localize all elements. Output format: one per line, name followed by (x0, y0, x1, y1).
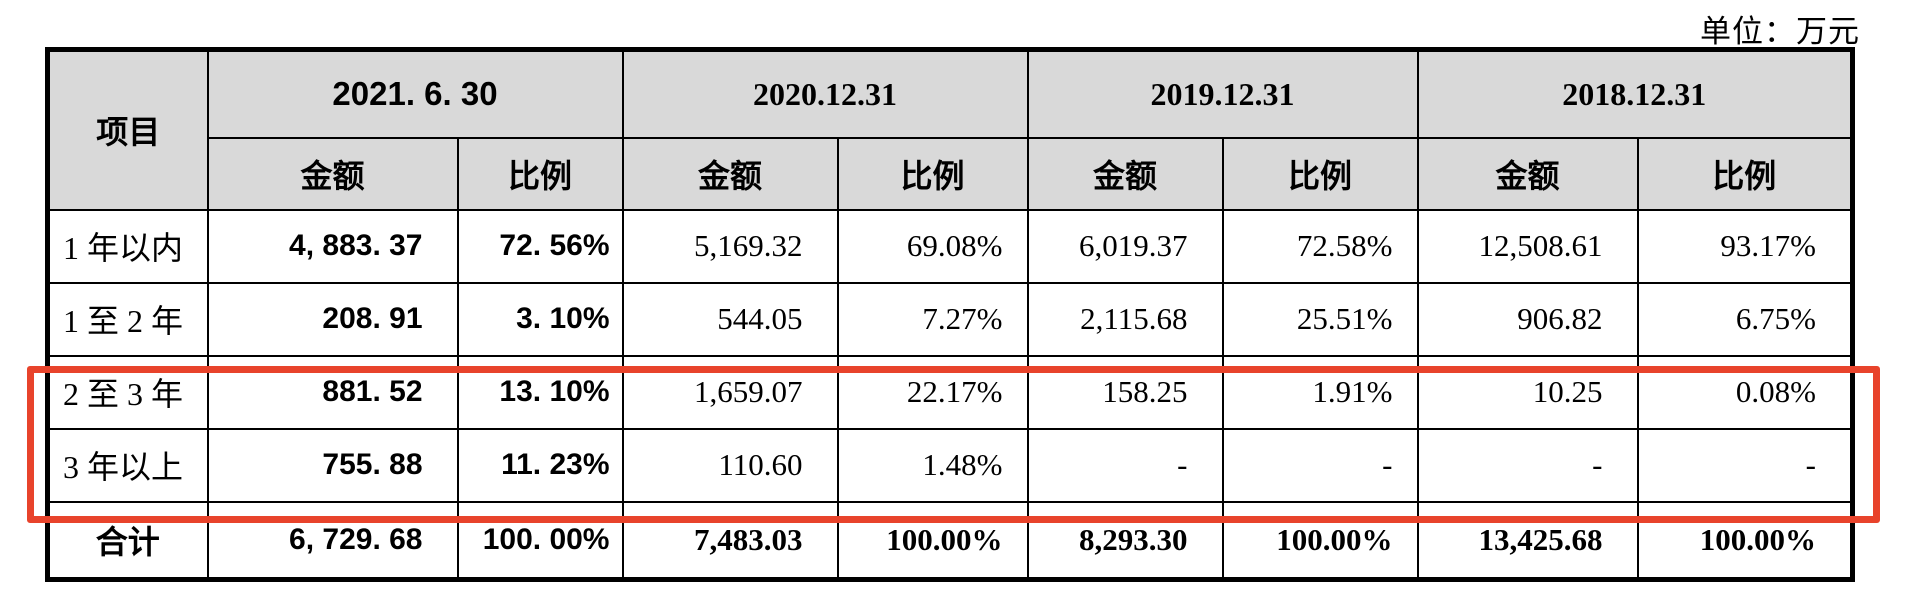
amount-cell: - (1026, 427, 1224, 503)
ratio-cell: - (1636, 427, 1854, 503)
ratio-cell: 93.17% (1636, 208, 1854, 284)
ratio-cell: 13. 10% (456, 354, 624, 430)
ratio-cell: 72. 56% (456, 208, 624, 284)
amount-cell: 208. 91 (206, 281, 459, 357)
amount-cell: 10.25 (1416, 354, 1639, 430)
period-header-row: 项目 2021. 6. 30 2020.12.31 2019.12.31 201… (46, 48, 1854, 211)
row-label-cell: 1 年以内 (46, 208, 209, 284)
ratio-cell: 0.08% (1636, 354, 1854, 430)
amount-header: 金额 (621, 136, 839, 211)
amount-cell: 7,483.03 (621, 500, 839, 581)
table-row: 1 年以内 4, 883. 37 72. 56% 5,169.32 69.08%… (46, 208, 1854, 284)
ratio-header: 比例 (1221, 136, 1419, 211)
ratio-cell: 3. 10% (456, 281, 624, 357)
amount-cell: 12,508.61 (1416, 208, 1639, 284)
amount-cell: 755. 88 (206, 427, 459, 503)
ratio-cell: 69.08% (836, 208, 1029, 284)
aging-analysis-table: 项目 2021. 6. 30 2020.12.31 2019.12.31 201… (45, 47, 1855, 582)
unit-label: 单位：万元 (1700, 14, 1860, 49)
ratio-cell: 1.91% (1221, 354, 1419, 430)
period-header-2020: 2020.12.31 (621, 48, 1029, 139)
period-header-2018: 2018.12.31 (1416, 48, 1854, 139)
ratio-cell: 6.75% (1636, 281, 1854, 357)
amount-cell: 13,425.68 (1416, 500, 1639, 581)
period-header-2021: 2021. 6. 30 (206, 48, 624, 139)
table-row: 1 至 2 年 208. 91 3. 10% 544.05 7.27% 2,11… (46, 281, 1854, 357)
ratio-cell: 25.51% (1221, 281, 1419, 357)
ratio-cell: 22.17% (836, 354, 1029, 430)
table-row-highlighted: 3 年以上 755. 88 11. 23% 110.60 1.48% - - -… (46, 427, 1854, 503)
total-row: 合计 6, 729. 68 100. 00% 7,483.03 100.00% … (46, 500, 1854, 581)
amount-cell: - (1416, 427, 1639, 503)
corner-header-cell: 项目 (46, 48, 209, 211)
amount-cell: 4, 883. 37 (206, 208, 459, 284)
ratio-cell: 100.00% (1636, 500, 1854, 581)
row-label-cell: 3 年以上 (46, 427, 209, 503)
amount-cell: 1,659.07 (621, 354, 839, 430)
amount-cell: 6,019.37 (1026, 208, 1224, 284)
ratio-cell: 100. 00% (456, 500, 624, 581)
ratio-cell: 72.58% (1221, 208, 1419, 284)
amount-cell: 110.60 (621, 427, 839, 503)
amount-cell: 2,115.68 (1026, 281, 1224, 357)
amount-cell: 6, 729. 68 (206, 500, 459, 581)
amount-cell: 906.82 (1416, 281, 1639, 357)
row-label-cell: 合计 (46, 500, 209, 581)
table-row-highlighted: 2 至 3 年 881. 52 13. 10% 1,659.07 22.17% … (46, 354, 1854, 430)
ratio-header: 比例 (836, 136, 1029, 211)
row-label-cell: 2 至 3 年 (46, 354, 209, 430)
ratio-cell: 1.48% (836, 427, 1029, 503)
amount-header: 金额 (206, 136, 459, 211)
amount-header: 金额 (1416, 136, 1639, 211)
ratio-cell: - (1221, 427, 1419, 503)
amount-cell: 5,169.32 (621, 208, 839, 284)
row-label-cell: 1 至 2 年 (46, 281, 209, 357)
ratio-cell: 7.27% (836, 281, 1029, 357)
subheader-row: 金额 比例 金额 比例 金额 比例 金额 比例 (48, 136, 1854, 211)
ratio-cell: 100.00% (1221, 500, 1419, 581)
amount-cell: 8,293.30 (1026, 500, 1224, 581)
period-header-2019: 2019.12.31 (1026, 48, 1419, 139)
amount-cell: 158.25 (1026, 354, 1224, 430)
amount-cell: 881. 52 (206, 354, 459, 430)
ratio-cell: 11. 23% (456, 427, 624, 503)
amount-cell: 544.05 (621, 281, 839, 357)
amount-header: 金额 (1026, 136, 1224, 211)
ratio-cell: 100.00% (836, 500, 1029, 581)
ratio-header: 比例 (456, 136, 624, 211)
ratio-header: 比例 (1636, 136, 1854, 211)
